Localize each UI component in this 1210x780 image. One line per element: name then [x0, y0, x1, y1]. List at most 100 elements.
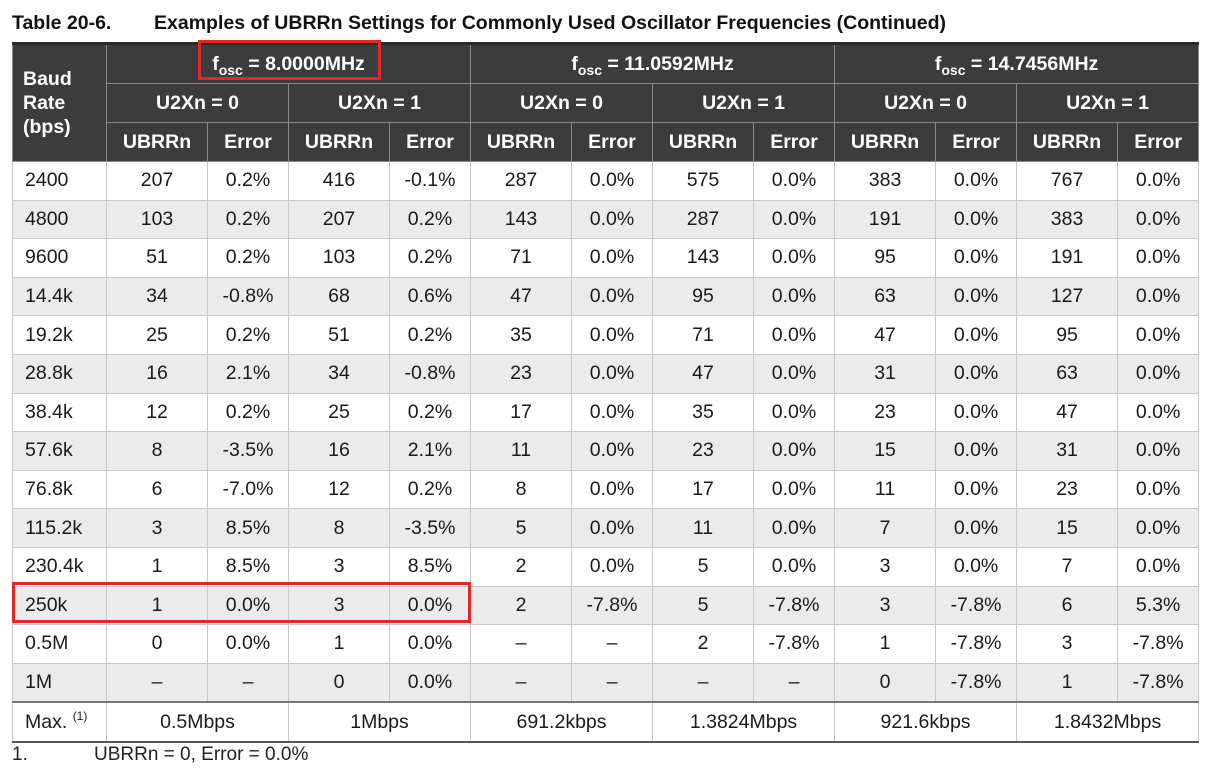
error-cell: -7.8% [753, 585, 836, 626]
error-cell: -0.1% [388, 161, 472, 201]
mode-header-row: U2Xn = 0 U2Xn = 1 U2Xn = 0 U2Xn = 1 U2Xn… [13, 83, 1200, 123]
ubrr-cell: 8 [106, 431, 208, 471]
error-cell: 0.0% [571, 431, 654, 471]
ubrr-cell: 47 [470, 276, 573, 317]
table-header: Baud Rate (bps) fosc = 8.0000MHz fosc = … [12, 42, 1200, 162]
error-cell: -7.8% [753, 624, 836, 664]
error-cell: 0.2% [207, 161, 289, 201]
ubrr-cell: 15 [834, 431, 937, 471]
error-cell: 0.2% [388, 469, 472, 510]
error-cell: -7.8% [935, 662, 1018, 703]
ubrr-cell: 17 [652, 469, 755, 510]
ubrr-cell: 1 [1016, 662, 1119, 703]
error-cell: 0.0% [1117, 431, 1200, 471]
ubrr-cell: 34 [106, 276, 208, 317]
error-cell: 0.0% [753, 161, 836, 201]
error-cell: -7.8% [935, 585, 1018, 626]
error-cell: 0.0% [571, 238, 654, 278]
error-cell: 8.5% [207, 546, 289, 587]
ubrr-cell: 1 [834, 624, 937, 664]
ubrr-cell: 103 [288, 238, 390, 278]
ubrr-cell: 23 [1016, 469, 1119, 510]
error-cell: 0.2% [207, 199, 289, 240]
ubrr-cell: – [106, 662, 208, 703]
error-cell: 0.0% [571, 392, 654, 433]
baud-rate-cell: 250k [12, 585, 107, 626]
column-header: UBRRn [470, 122, 573, 162]
error-cell: 0.0% [388, 624, 472, 664]
baud-rate-cell: 115.2k [12, 508, 107, 548]
ubrr-cell: 95 [1016, 315, 1119, 355]
ubrr-cell: 6 [1016, 585, 1119, 626]
table-row: 76.8k 6 -7.0% 12 0.2% 8 0.0% 17 0.0% 11 0.0% 23 0.0% [12, 469, 1200, 510]
error-cell: 0.0% [388, 662, 472, 703]
error-cell: – [571, 624, 654, 664]
error-cell: 0.0% [1117, 469, 1200, 510]
ubrr-cell: 11 [470, 431, 573, 471]
ubrr-cell: 0 [106, 624, 208, 664]
baud-rate-cell: 9600 [12, 238, 107, 278]
max-label-cell: Max. (1) [12, 701, 107, 743]
error-cell: 2.1% [388, 431, 472, 471]
error-cell: 0.2% [388, 315, 472, 355]
freq-header-14mhz: fosc = 14.7456MHz [834, 42, 1200, 84]
ubrr-cell: 2 [470, 585, 573, 626]
ubrr-cell: 6 [106, 469, 208, 510]
ubrr-cell: 16 [106, 353, 208, 394]
column-header: UBRRn [652, 122, 755, 162]
error-cell: 0.0% [571, 315, 654, 355]
error-cell: 0.2% [207, 238, 289, 278]
column-header: UBRRn [834, 122, 937, 162]
baud-rate-cell: 76.8k [12, 469, 107, 510]
error-cell: 0.0% [935, 199, 1018, 240]
error-cell: 0.0% [571, 546, 654, 587]
column-header: Error [753, 122, 836, 162]
column-header: UBRRn [288, 122, 390, 162]
baud-rate-cell: 230.4k [12, 546, 107, 587]
error-cell: 0.0% [207, 585, 289, 626]
error-cell: 0.2% [388, 199, 472, 240]
error-cell: 0.0% [935, 276, 1018, 317]
ubrr-cell: 47 [652, 353, 755, 394]
error-cell: 0.0% [753, 431, 836, 471]
error-cell: 0.0% [1117, 238, 1200, 278]
ubrr-cell: 95 [652, 276, 755, 317]
ubrr-cell: 416 [288, 161, 390, 201]
table-row: 115.2k 3 8.5% 8 -3.5% 5 0.0% 11 0.0% 7 0.0% 15 0.0% [12, 508, 1200, 548]
ubrr-cell: 3 [834, 546, 937, 587]
baud-rate-cell: 14.4k [12, 276, 107, 317]
ubrr-cell: 51 [288, 315, 390, 355]
ubrr-cell: 143 [470, 199, 573, 240]
ubrr-cell: 1 [106, 585, 208, 626]
max-rate-cell: 0.5Mbps [106, 701, 289, 743]
error-cell: 0.0% [571, 199, 654, 240]
footnote-ref: (1) [72, 708, 88, 723]
ubrr-cell: 1 [106, 546, 208, 587]
mode-header: U2Xn = 1 [1016, 83, 1200, 123]
error-cell: 0.2% [207, 392, 289, 433]
ubrr-cell: 15 [1016, 508, 1119, 548]
ubrr-cell: 95 [834, 238, 937, 278]
ubrr-cell: 8 [470, 469, 573, 510]
ubrr-cell: – [470, 662, 573, 703]
table-row: 19.2k 25 0.2% 51 0.2% 35 0.0% 71 0.0% 47 0.0% 95 0.0… [12, 315, 1200, 355]
ubrr-cell: 63 [1016, 353, 1119, 394]
ubrr-cell: 207 [288, 199, 390, 240]
column-header-row: UBRRn Error UBRRn Error UBRRn Error UBRR… [13, 122, 1200, 162]
table-row: 1M – –0 0.0% – – – –0 -7.8% 1 -7.8% [12, 662, 1200, 703]
max-rate-cell: 921.6kbps [834, 701, 1018, 743]
error-cell: 0.0% [571, 508, 654, 548]
error-cell: 0.0% [753, 238, 836, 278]
table-title: Examples of UBRRn Settings for Commonly … [154, 12, 947, 34]
max-rate-cell: 691.2kbps [470, 701, 654, 743]
ubrr-cell: 5 [470, 508, 573, 548]
ubrr-cell: 51 [106, 238, 208, 278]
mode-header: U2Xn = 0 [106, 83, 289, 123]
error-cell: 0.0% [935, 353, 1018, 394]
ubrr-cell: 287 [470, 161, 573, 201]
ubrr-cell: – [652, 662, 755, 703]
ubrr-cell: 383 [834, 161, 937, 201]
baud-rate-cell: 4800 [12, 199, 107, 240]
error-cell: 0.0% [935, 469, 1018, 510]
ubrr-cell: 23 [652, 431, 755, 471]
